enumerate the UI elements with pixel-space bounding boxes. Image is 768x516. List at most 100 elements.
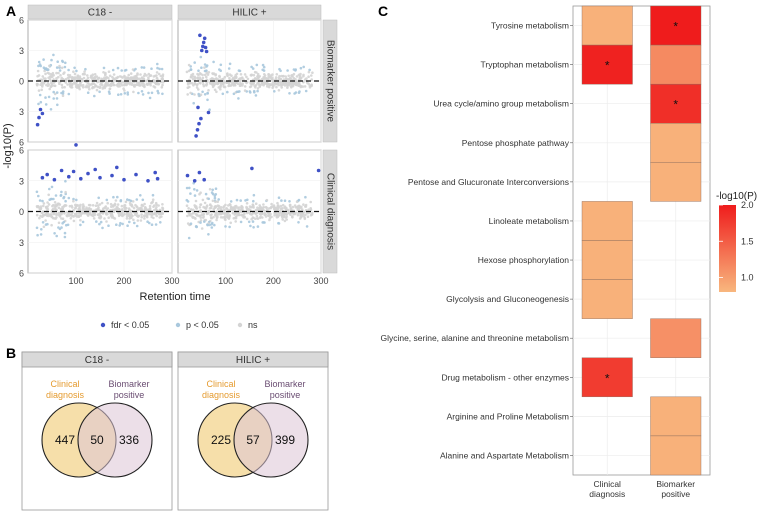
point-ns	[217, 78, 220, 81]
point-ns	[79, 208, 82, 211]
point-ns	[47, 83, 51, 86]
point-ns	[98, 86, 102, 89]
point-p	[61, 92, 65, 95]
point-ns	[109, 82, 113, 86]
point-ns	[128, 77, 132, 80]
point-p	[60, 190, 63, 194]
point-ns	[222, 206, 225, 209]
point-ns	[292, 82, 296, 85]
point-ns	[129, 212, 133, 216]
point-ns	[107, 76, 110, 80]
point-p	[112, 195, 115, 199]
point-ns	[215, 90, 218, 94]
point-ns	[66, 83, 69, 86]
point-p	[39, 233, 43, 236]
point-ns	[39, 83, 42, 86]
point-fdr	[194, 134, 198, 138]
point-ns	[297, 73, 301, 77]
point-ns	[309, 208, 313, 211]
point-p	[156, 66, 159, 70]
point-p	[237, 69, 241, 72]
point-p	[128, 220, 131, 224]
point-ns	[193, 93, 196, 96]
point-p	[158, 67, 161, 71]
point-ns	[113, 208, 116, 211]
point-ns	[277, 81, 281, 84]
point-p	[232, 92, 236, 96]
point-ns	[204, 207, 207, 210]
point-ns	[234, 216, 238, 220]
point-p	[213, 196, 217, 200]
point-p	[86, 91, 90, 94]
point-ns	[161, 203, 164, 206]
point-p	[64, 61, 67, 65]
heatmap-column-label: Biomarker	[656, 479, 695, 489]
venn-left-label: Clinical	[206, 379, 235, 389]
point-p	[66, 223, 70, 227]
point-p	[64, 179, 67, 183]
point-ns	[195, 206, 198, 210]
heatmap-cell	[581, 201, 633, 241]
point-ns	[158, 212, 162, 215]
heatmap-row-label: Tryptophan metabolism	[480, 60, 569, 70]
point-p	[199, 55, 203, 59]
point-ns	[81, 203, 85, 206]
point-ns	[68, 214, 71, 217]
point-ns	[149, 83, 152, 87]
point-p	[48, 198, 51, 201]
point-p	[235, 198, 239, 202]
point-ns	[68, 83, 72, 86]
point-ns	[143, 214, 146, 217]
point-ns	[212, 207, 216, 211]
point-ns	[55, 203, 58, 206]
point-ns	[292, 72, 296, 76]
point-p	[55, 91, 59, 94]
facet-row-strip-0	[322, 19, 338, 143]
point-ns	[88, 83, 91, 87]
point-ns	[293, 204, 297, 207]
point-ns	[310, 78, 314, 81]
point-ns	[245, 211, 249, 215]
point-fdr	[153, 170, 157, 175]
point-ns	[271, 84, 275, 88]
heatmap-cell	[650, 435, 702, 476]
point-ns	[40, 79, 44, 83]
point-p	[55, 97, 59, 100]
facet-row-strip-1	[322, 149, 338, 274]
point-ns	[110, 205, 113, 209]
significance-marker: *	[605, 371, 610, 385]
point-ns	[117, 211, 120, 215]
point-fdr	[146, 179, 150, 183]
point-fdr	[202, 36, 207, 41]
point-p	[277, 221, 280, 225]
point-ns	[288, 203, 292, 207]
point-p	[249, 224, 252, 228]
point-p	[44, 223, 48, 226]
point-p	[63, 65, 67, 69]
point-ns	[139, 73, 142, 76]
point-p	[126, 198, 129, 201]
point-ns	[132, 206, 136, 210]
point-ns	[147, 76, 150, 79]
point-ns	[199, 78, 202, 81]
point-ns	[301, 212, 304, 216]
point-ns	[85, 84, 88, 87]
point-ns	[275, 73, 279, 76]
point-ns	[129, 210, 132, 214]
point-p	[210, 226, 214, 229]
point-ns	[65, 210, 68, 214]
point-p	[298, 90, 301, 93]
point-ns	[81, 86, 85, 89]
point-ns	[186, 214, 189, 218]
point-ns	[191, 216, 195, 219]
point-ns	[68, 75, 71, 79]
point-ns	[151, 198, 155, 201]
point-ns	[249, 212, 252, 216]
point-p	[53, 232, 56, 235]
point-ns	[39, 205, 43, 208]
point-ns	[64, 190, 67, 194]
point-ns	[123, 206, 126, 209]
point-ns	[101, 87, 104, 90]
point-ns	[274, 78, 278, 81]
